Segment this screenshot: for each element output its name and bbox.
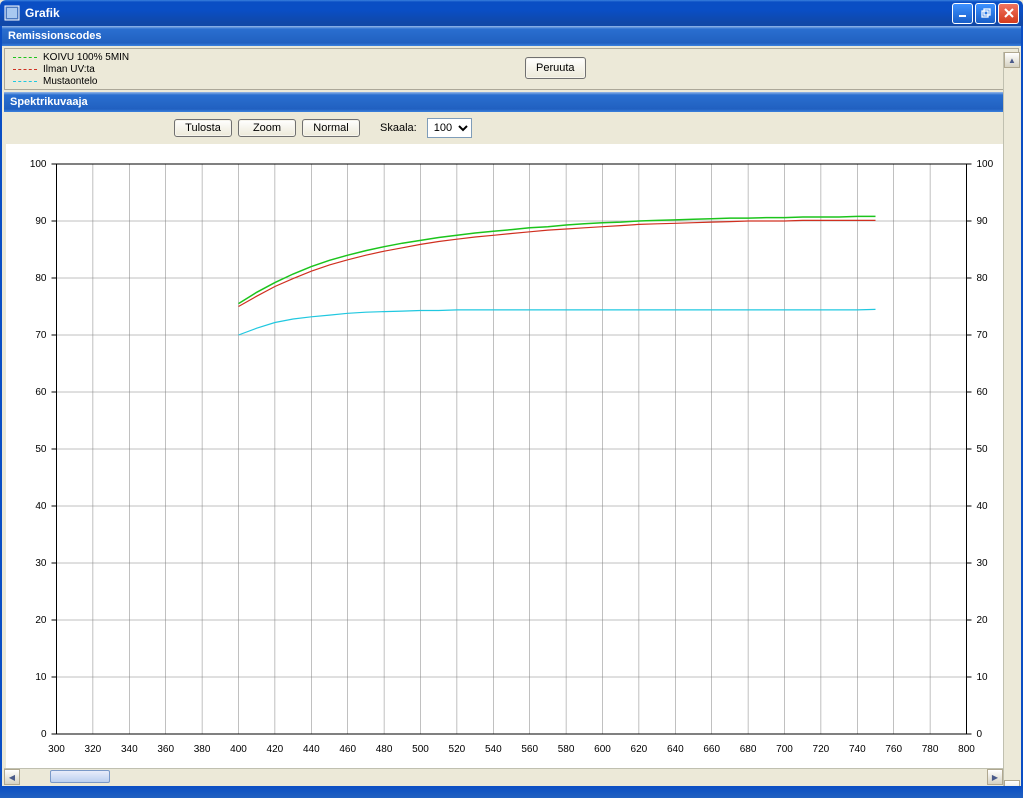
scroll-left-icon[interactable]: ◀	[4, 769, 20, 785]
svg-text:520: 520	[449, 744, 466, 755]
svg-text:300: 300	[48, 744, 65, 755]
svg-text:90: 90	[35, 216, 47, 227]
scroll-down-icon[interactable]: ▼	[1004, 780, 1020, 786]
legend-swatch	[13, 81, 37, 82]
chart-toolbar: Tulosta Zoom Normal Skaala: 100	[4, 112, 1019, 144]
legend-panel-title: Remissionscodes	[8, 30, 102, 42]
svg-text:380: 380	[194, 744, 211, 755]
svg-text:420: 420	[267, 744, 284, 755]
svg-text:30: 30	[35, 558, 47, 569]
legend-swatch	[13, 57, 37, 58]
scale-select[interactable]: 100	[427, 118, 472, 138]
legend-item: Ilman UV:ta	[13, 64, 129, 75]
svg-text:800: 800	[958, 744, 975, 755]
svg-text:80: 80	[35, 273, 47, 284]
svg-text:460: 460	[339, 744, 356, 755]
legend-panel: KOIVU 100% 5MINIlman UV:taMustaontelo Pe…	[4, 48, 1019, 90]
app-icon	[4, 5, 20, 21]
svg-text:700: 700	[776, 744, 793, 755]
svg-text:320: 320	[85, 744, 102, 755]
legend-label: Ilman UV:ta	[43, 64, 95, 75]
legend-item: Mustaontelo	[13, 76, 129, 87]
svg-text:70: 70	[35, 330, 47, 341]
svg-text:100: 100	[30, 159, 47, 170]
svg-text:660: 660	[703, 744, 720, 755]
svg-text:50: 50	[35, 444, 47, 455]
scale-label: Skaala:	[380, 122, 417, 134]
scroll-right-icon[interactable]: ▶	[987, 769, 1003, 785]
svg-text:500: 500	[412, 744, 429, 755]
legend-panel-titlebar: Remissionscodes	[2, 26, 1021, 46]
svg-text:0: 0	[977, 729, 983, 740]
svg-text:360: 360	[157, 744, 174, 755]
svg-text:60: 60	[977, 387, 989, 398]
svg-text:480: 480	[376, 744, 393, 755]
scrollbar-thumb[interactable]	[50, 770, 110, 783]
spectral-chart: 3003203403603804004204404604805005205405…	[6, 144, 1017, 774]
svg-text:40: 40	[35, 501, 47, 512]
svg-text:620: 620	[631, 744, 648, 755]
legend-swatch	[13, 69, 37, 70]
normal-button[interactable]: Normal	[302, 119, 360, 137]
svg-text:780: 780	[922, 744, 939, 755]
chart-panel-titlebar: Spektrikuvaaja	[4, 92, 1019, 112]
print-button[interactable]: Tulosta	[174, 119, 232, 137]
svg-text:640: 640	[667, 744, 684, 755]
svg-text:40: 40	[977, 501, 989, 512]
svg-text:560: 560	[521, 744, 538, 755]
window-bottom-border	[0, 786, 1023, 798]
svg-text:70: 70	[977, 330, 989, 341]
svg-text:760: 760	[885, 744, 902, 755]
minimize-button[interactable]	[952, 3, 973, 24]
legend-label: KOIVU 100% 5MIN	[43, 52, 129, 63]
svg-text:600: 600	[594, 744, 611, 755]
horizontal-scrollbar[interactable]: ◀ ▶	[4, 768, 1003, 784]
svg-text:10: 10	[977, 672, 989, 683]
svg-text:30: 30	[977, 558, 989, 569]
window-titlebar: Grafik	[0, 0, 1023, 26]
legend-label: Mustaontelo	[43, 76, 97, 87]
svg-text:680: 680	[740, 744, 757, 755]
cancel-button[interactable]: Peruuta	[525, 57, 586, 79]
svg-text:20: 20	[977, 615, 989, 626]
svg-text:720: 720	[813, 744, 830, 755]
svg-text:100: 100	[977, 159, 994, 170]
scroll-up-icon[interactable]: ▲	[1004, 52, 1020, 68]
svg-text:740: 740	[849, 744, 866, 755]
legend-item: KOIVU 100% 5MIN	[13, 52, 129, 63]
svg-text:400: 400	[230, 744, 247, 755]
svg-text:60: 60	[35, 387, 47, 398]
close-button[interactable]	[998, 3, 1019, 24]
vertical-scrollbar[interactable]: ▲ ▼	[1003, 52, 1019, 786]
svg-text:50: 50	[977, 444, 989, 455]
zoom-button[interactable]: Zoom	[238, 119, 296, 137]
svg-text:540: 540	[485, 744, 502, 755]
restore-button[interactable]	[975, 3, 996, 24]
svg-text:340: 340	[121, 744, 138, 755]
svg-text:90: 90	[977, 216, 989, 227]
svg-text:10: 10	[35, 672, 47, 683]
svg-text:80: 80	[977, 273, 989, 284]
svg-text:580: 580	[558, 744, 575, 755]
svg-text:0: 0	[41, 729, 47, 740]
window-title: Grafik	[25, 6, 60, 20]
chart-panel-title: Spektrikuvaaja	[10, 96, 88, 108]
svg-text:440: 440	[303, 744, 320, 755]
svg-text:20: 20	[35, 615, 47, 626]
chart-area: 3003203403603804004204404604805005205405…	[6, 144, 1017, 774]
